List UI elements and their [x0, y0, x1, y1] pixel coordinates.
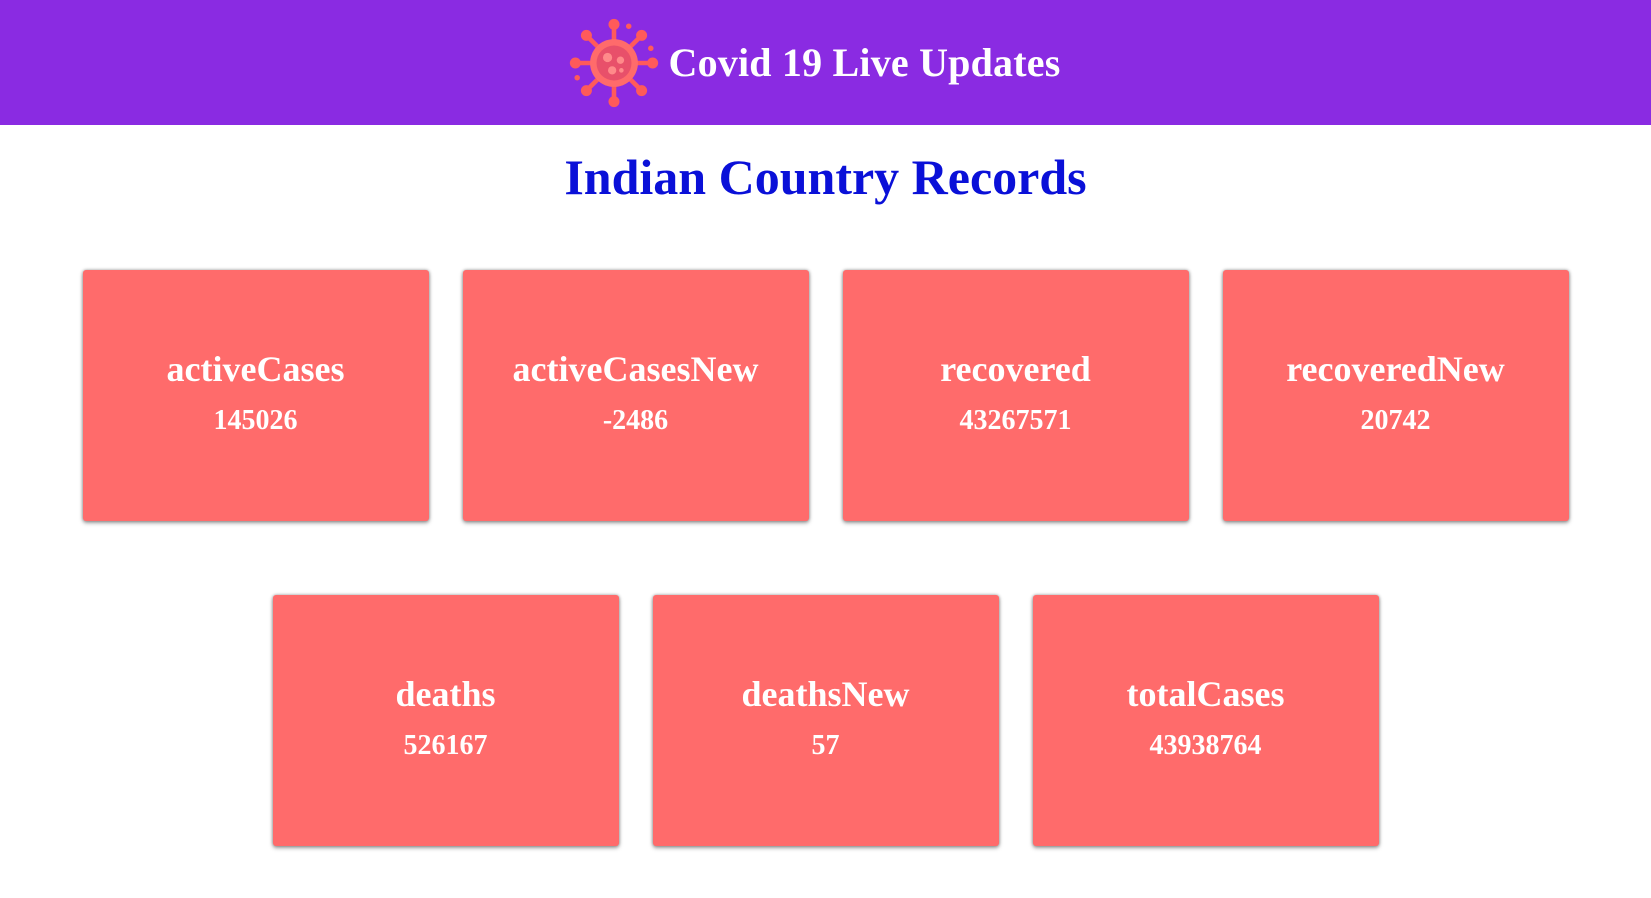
stat-card-value: 526167 — [403, 729, 488, 761]
stat-card-active-cases: activeCases 145026 — [82, 270, 429, 521]
stat-card-label: recovered — [940, 348, 1091, 389]
stat-card-active-cases-new: activeCasesNew -2486 — [462, 270, 809, 521]
stat-card-total-cases: totalCases 43938764 — [1032, 595, 1379, 846]
virus-icon — [570, 18, 659, 107]
stat-card-recovered: recovered 43267571 — [842, 270, 1189, 521]
header-brand: Covid 19 Live Updates — [568, 17, 1060, 109]
stat-card-label: totalCases — [1126, 673, 1285, 714]
stat-card-value: 145026 — [213, 404, 298, 436]
stat-card-value: 43267571 — [959, 404, 1072, 436]
stat-card-value: 43938764 — [1149, 729, 1262, 761]
stat-card-label: activeCasesNew — [512, 348, 759, 389]
stat-card-label: deathsNew — [741, 673, 910, 714]
stat-card-value: 57 — [811, 729, 840, 761]
stat-card-recovered-new: recoveredNew 20742 — [1222, 270, 1569, 521]
card-row-2: deaths 526167 deathsNew 57 totalCases 43… — [0, 595, 1651, 846]
stat-card-label: activeCases — [166, 348, 345, 389]
stat-card-value: 20742 — [1360, 404, 1431, 436]
stats-cards: activeCases 145026 activeCasesNew -2486 … — [0, 270, 1651, 846]
stat-card-deaths: deaths 526167 — [272, 595, 619, 846]
stat-card-label: recoveredNew — [1286, 348, 1505, 389]
stat-card-value: -2486 — [602, 404, 669, 436]
header-title: Covid 19 Live Updates — [668, 40, 1061, 85]
stat-card-deaths-new: deathsNew 57 — [652, 595, 999, 846]
stat-card-label: deaths — [395, 673, 496, 714]
page-title: Indian Country Records — [564, 149, 1087, 205]
app-header: Covid 19 Live Updates — [0, 0, 1651, 125]
card-row-1: activeCases 145026 activeCasesNew -2486 … — [0, 270, 1651, 521]
